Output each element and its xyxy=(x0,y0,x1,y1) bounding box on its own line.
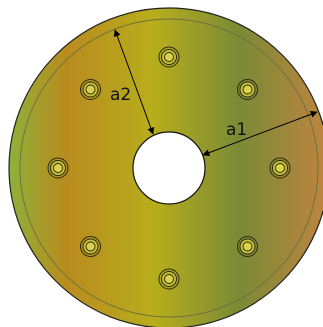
bolt-hole xyxy=(236,235,258,257)
bolt-hole xyxy=(236,79,258,101)
dimension-a1-arrow xyxy=(202,110,318,157)
dimension-a2-label: a2 xyxy=(110,85,131,105)
bolt-holes xyxy=(47,46,291,290)
bolt-hole xyxy=(158,268,180,290)
dimension-a2-arrow xyxy=(113,29,155,135)
plate-inner-ring xyxy=(19,18,319,318)
bolt-hole xyxy=(158,46,180,68)
bolt-hole xyxy=(80,79,102,101)
bolt-hole xyxy=(47,157,69,179)
dimension-a1-label: a1 xyxy=(226,120,247,140)
center-hole xyxy=(132,131,206,205)
bolt-hole xyxy=(269,157,291,179)
bolt-hole xyxy=(80,235,102,257)
